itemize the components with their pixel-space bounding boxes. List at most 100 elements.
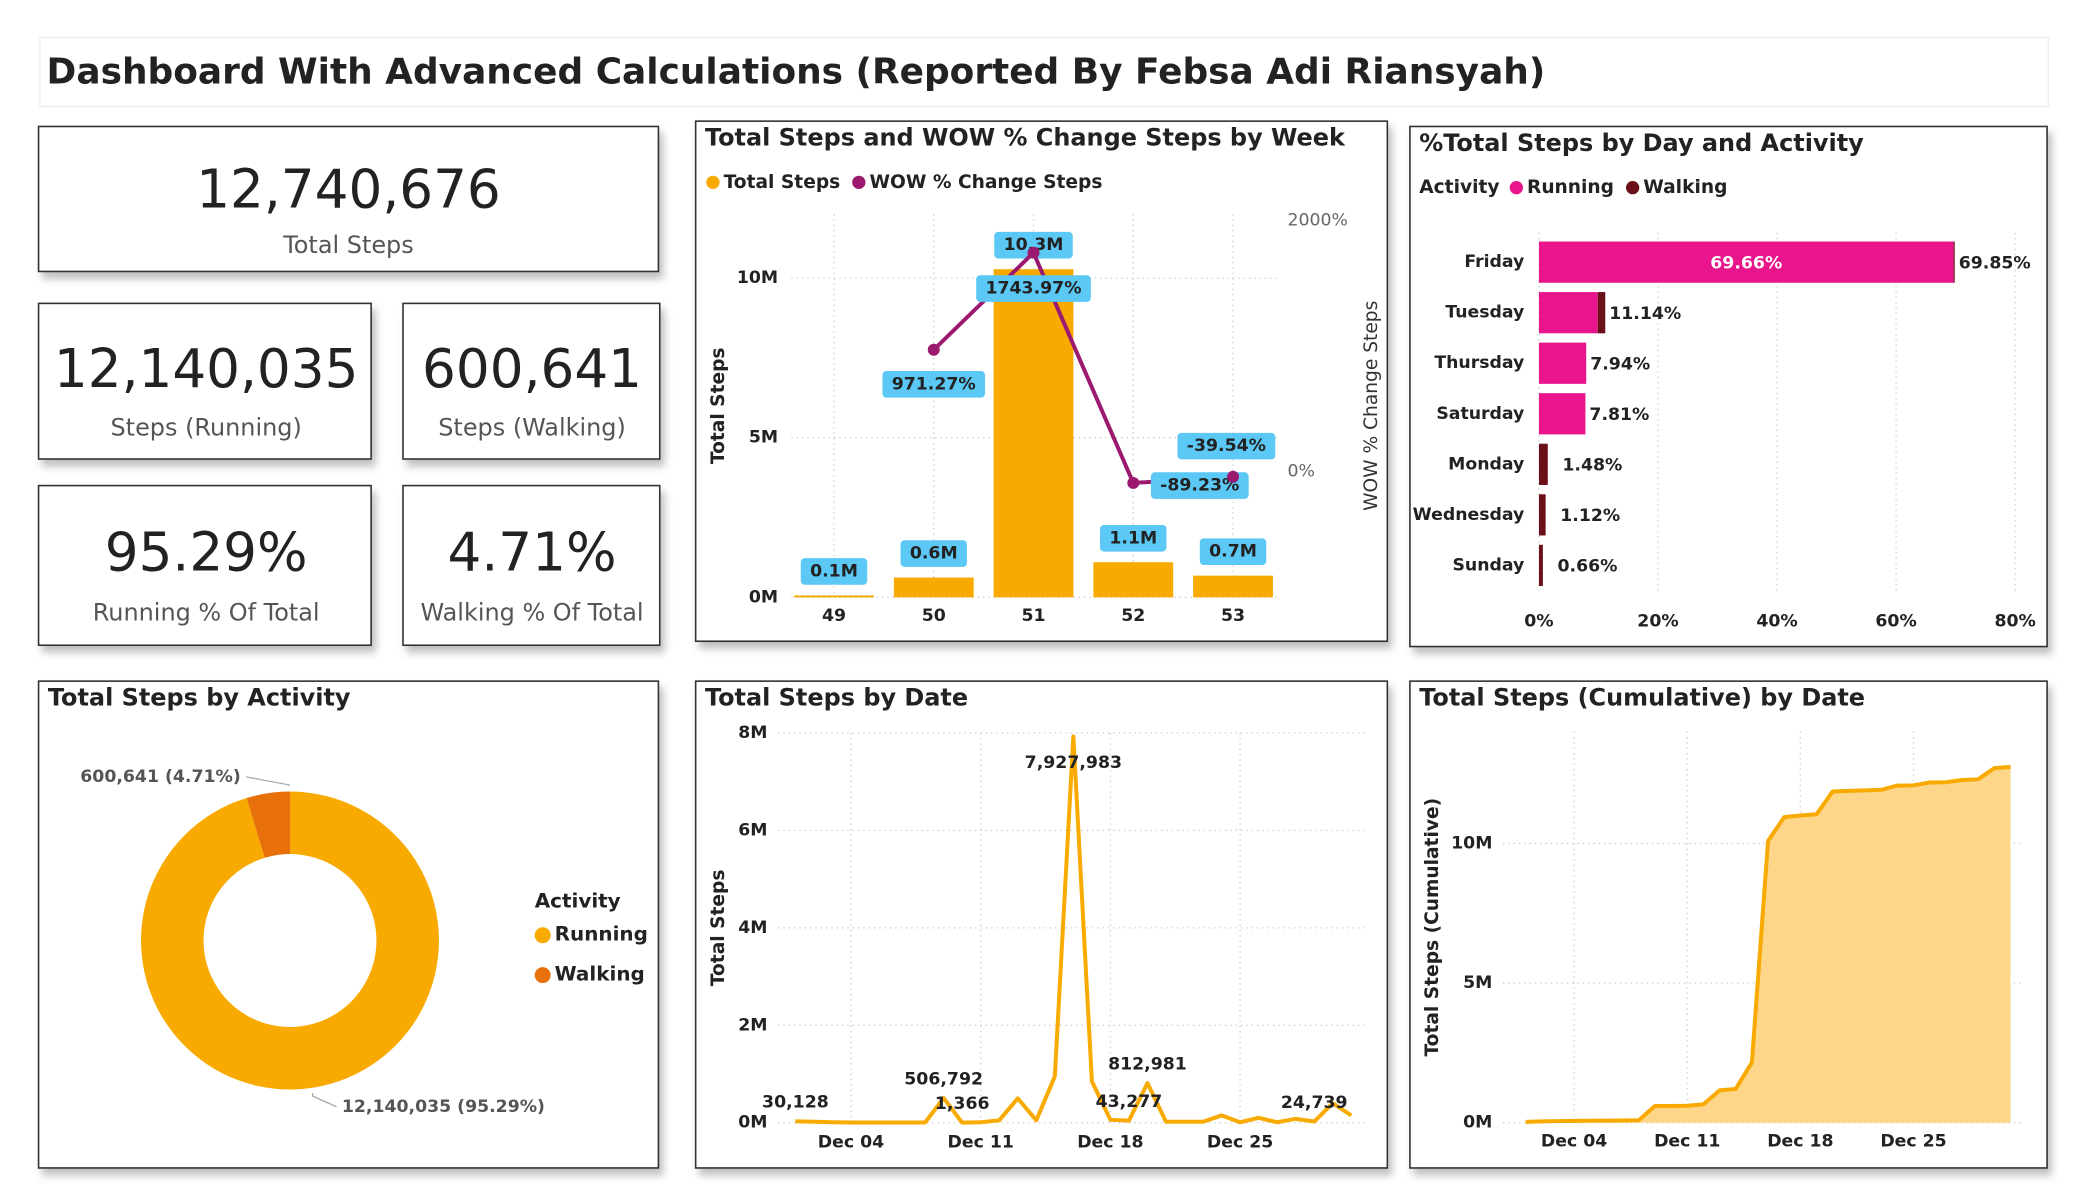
data-label: 600,641 (4.71%) (80, 767, 240, 787)
y2-tick-label: 2000% (1288, 211, 1348, 231)
chart-panel (37, 680, 660, 1169)
bar-segment (1538, 494, 1546, 536)
line-point (1127, 476, 1140, 489)
x-tick-label: Dec 18 (1077, 1133, 1143, 1153)
data-label-box (976, 275, 1091, 302)
data-label-box (900, 540, 967, 567)
x-tick-label: 60% (1875, 611, 1916, 631)
kpi-label: Steps (Running) (110, 413, 301, 441)
x-tick-label: 50 (922, 606, 946, 626)
bar (993, 269, 1074, 598)
data-label-box (882, 371, 986, 398)
y-axis-title: Total Steps (708, 347, 729, 464)
y2-axis-title: WOW % Change Steps (1361, 301, 1382, 511)
y-axis-title: Total Steps (708, 870, 729, 987)
y-tick-label: 5M (749, 428, 778, 448)
y-tick-label: Tuesday (1445, 303, 1524, 323)
kpi-card (37, 125, 660, 273)
chart-title: Total Steps (Cumulative) by Date (1419, 683, 1865, 711)
total-label: 1.12% (1560, 506, 1620, 526)
data-label: 12,140,035 (95.29%) (342, 1097, 545, 1117)
kpi-value: 12,740,676 (196, 159, 501, 221)
line-point (927, 343, 940, 356)
data-label: 1743.97% (985, 279, 1081, 299)
kpi-value: 4.71% (448, 522, 617, 584)
kpi-label: Running % Of Total (93, 598, 320, 626)
data-label: 812,981 (1108, 1055, 1187, 1075)
data-label-box (1100, 524, 1167, 552)
legend-marker (534, 967, 551, 984)
x-tick-label: 80% (1994, 611, 2035, 631)
y-tick-label: 0M (738, 1113, 767, 1133)
x-tick-label: 49 (822, 606, 846, 626)
bar-segment (1953, 241, 1955, 283)
x-tick-label: Dec 25 (1880, 1131, 1946, 1151)
kpi-value: 12,140,035 (54, 338, 359, 400)
data-label: 1.1M (1109, 528, 1157, 548)
line-point (1027, 246, 1040, 259)
y-tick-label: Wednesday (1413, 505, 1525, 525)
y-tick-label: 0M (749, 587, 778, 607)
data-label-box (1199, 538, 1267, 565)
kpi-card (37, 302, 372, 460)
bar-segment (1538, 544, 1543, 587)
kpi-card (402, 302, 661, 460)
x-tick-label: Dec 25 (1207, 1133, 1273, 1153)
legend-marker (706, 175, 720, 189)
data-label: 24,739 (1281, 1093, 1348, 1113)
x-tick-label: 0% (1524, 611, 1553, 631)
y-tick-label: 4M (738, 918, 767, 938)
legend-label: Total Steps (724, 172, 841, 193)
bar-segment (1538, 241, 1954, 283)
y-axis-title: Total Steps (Cumulative) (1422, 798, 1443, 1057)
bar-segment (1538, 393, 1586, 435)
data-label: 506,792 (904, 1069, 983, 1089)
total-label: 7.94% (1590, 355, 1650, 375)
kpi-value: 95.29% (105, 522, 308, 584)
chart-title: Total Steps by Activity (48, 683, 351, 711)
data-label: 1,366 (935, 1094, 990, 1114)
bar (1193, 575, 1273, 598)
x-tick-label: 40% (1756, 611, 1797, 631)
x-tick-label: 51 (1021, 606, 1045, 626)
line (1525, 764, 2011, 1124)
data-label-box (1177, 432, 1276, 460)
y-tick-label: 8M (738, 723, 767, 743)
y2-tick-label: 0% (1288, 462, 1315, 482)
x-tick-label: 20% (1637, 611, 1678, 631)
legend-label: WOW % Change Steps (869, 172, 1102, 193)
kpi-label: Walking % Of Total (421, 598, 644, 626)
kpi-value: 600,641 (422, 338, 642, 400)
donut-slice (246, 791, 290, 858)
legend-marker (852, 175, 866, 189)
area (1525, 766, 2011, 1123)
chart-panel (1409, 125, 2048, 648)
bar (1093, 562, 1174, 598)
y-tick-label: 6M (738, 820, 767, 840)
data-label: -89.23% (1160, 476, 1239, 496)
x-tick-label: 53 (1221, 606, 1245, 626)
data-label: 10.3M (1004, 235, 1064, 255)
y-tick-label: 5M (1463, 973, 1492, 993)
data-label: 69.66% (1710, 253, 1782, 273)
leader-line (312, 1093, 337, 1108)
data-label-box (994, 231, 1073, 259)
y-tick-label: Thursday (1434, 353, 1524, 373)
data-label: 43,277 (1096, 1092, 1163, 1112)
y-tick-label: 0M (1463, 1113, 1492, 1133)
x-tick-label: Dec 11 (1654, 1131, 1720, 1151)
kpi-label: Steps (Walking) (438, 413, 626, 441)
x-tick-label: Dec 18 (1767, 1131, 1833, 1151)
bar (794, 595, 874, 598)
x-tick-label: 52 (1121, 606, 1145, 626)
kpi-card (37, 484, 372, 647)
legend-title: Activity (1419, 177, 1499, 198)
kpi-label: Total Steps (282, 231, 414, 259)
y-tick-label: Monday (1448, 454, 1524, 474)
dashboard-title: Dashboard With Advanced Calculations (Re… (47, 51, 1546, 92)
x-tick-label: Dec 11 (948, 1133, 1014, 1153)
legend-label: Running (555, 922, 648, 946)
data-label-box (1150, 472, 1249, 499)
legend-label: Running (1527, 177, 1614, 198)
y-tick-label: 10M (1451, 833, 1492, 853)
